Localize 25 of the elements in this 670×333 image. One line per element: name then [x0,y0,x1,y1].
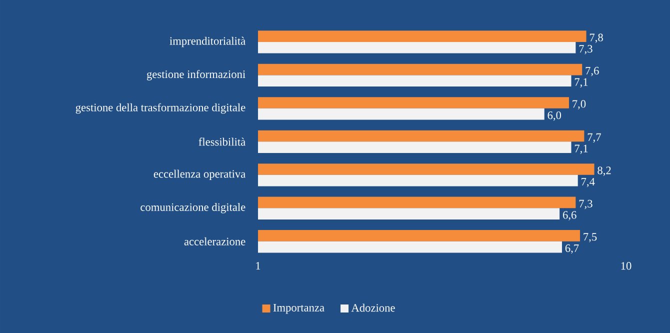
data-label: 7,6 [586,66,599,76]
data-label: 6,7 [565,244,579,254]
legend-label: Importanza [273,304,324,314]
y-tick-label: gestione della trasformazione digitale [76,103,246,114]
y-tick-label: flessibilità [198,138,246,146]
data-label: 7,4 [582,178,595,188]
data-label: 7,8 [590,34,603,43]
y-tick-label: accelerazione [184,237,246,246]
data-label: 7,1 [574,144,588,154]
legend-label: Adozione [351,304,395,312]
y-tick-label: eccellenza operativa [154,170,246,180]
y-tick-label: gestione informazioni [146,70,246,80]
y-tick-label: imprenditorialità [170,36,246,48]
x-tick-label: 1 [256,262,260,270]
data-label: 6,0 [548,111,562,121]
y-tick-label: comunicazione digitale [140,202,246,214]
data-label: 6,6 [562,211,576,220]
data-label: 7,5 [584,233,597,242]
x-tick-label: 10 [621,262,632,270]
data-label: 7,7 [588,133,601,143]
data-label: 7,3 [579,200,592,210]
data-label: 7,0 [572,100,586,110]
data-label: 8,2 [598,166,611,176]
data-label: 7,1 [574,78,588,88]
data-label: 7,3 [579,45,592,54]
